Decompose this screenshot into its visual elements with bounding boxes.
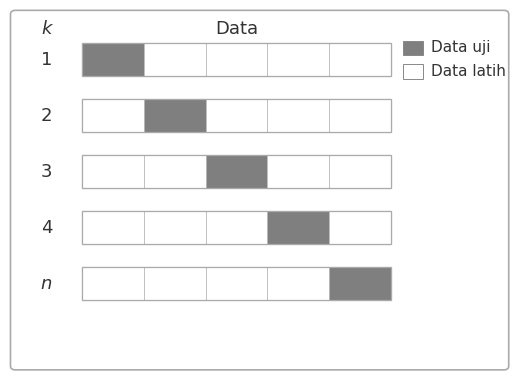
Bar [83,43,391,76]
Bar [206,212,267,244]
Bar [83,268,391,300]
Text: 4: 4 [41,218,52,237]
Bar [83,212,391,244]
Bar [83,268,391,300]
Bar [403,41,423,55]
Bar [267,99,329,132]
Bar [83,212,391,244]
Bar [144,268,206,300]
Bar [83,43,391,76]
Bar [83,99,391,132]
Text: 3: 3 [41,162,52,180]
Bar [329,99,391,132]
Text: k: k [41,20,52,38]
Bar [329,156,391,188]
Bar [83,99,391,132]
Bar [206,156,267,188]
Bar [83,99,144,132]
Text: Data latih: Data latih [431,64,505,79]
Bar [403,65,423,79]
Bar [206,268,267,300]
Bar [83,156,144,188]
Bar [267,43,329,76]
Bar [329,212,391,244]
Text: 2: 2 [41,106,52,124]
Bar [83,43,144,76]
Bar [83,212,144,244]
Bar [83,156,391,188]
Bar [144,212,206,244]
Text: 1: 1 [41,51,52,69]
Bar [144,43,206,76]
Bar [329,43,391,76]
Bar [144,156,206,188]
Text: n: n [41,275,52,293]
Bar [144,99,206,132]
Bar [329,268,391,300]
Bar [267,212,329,244]
Bar [267,268,329,300]
Bar [206,99,267,132]
Text: Data uji: Data uji [431,40,490,55]
Text: Data: Data [215,20,258,38]
Bar [83,156,391,188]
Bar [83,268,144,300]
Bar [267,156,329,188]
Bar [206,43,267,76]
